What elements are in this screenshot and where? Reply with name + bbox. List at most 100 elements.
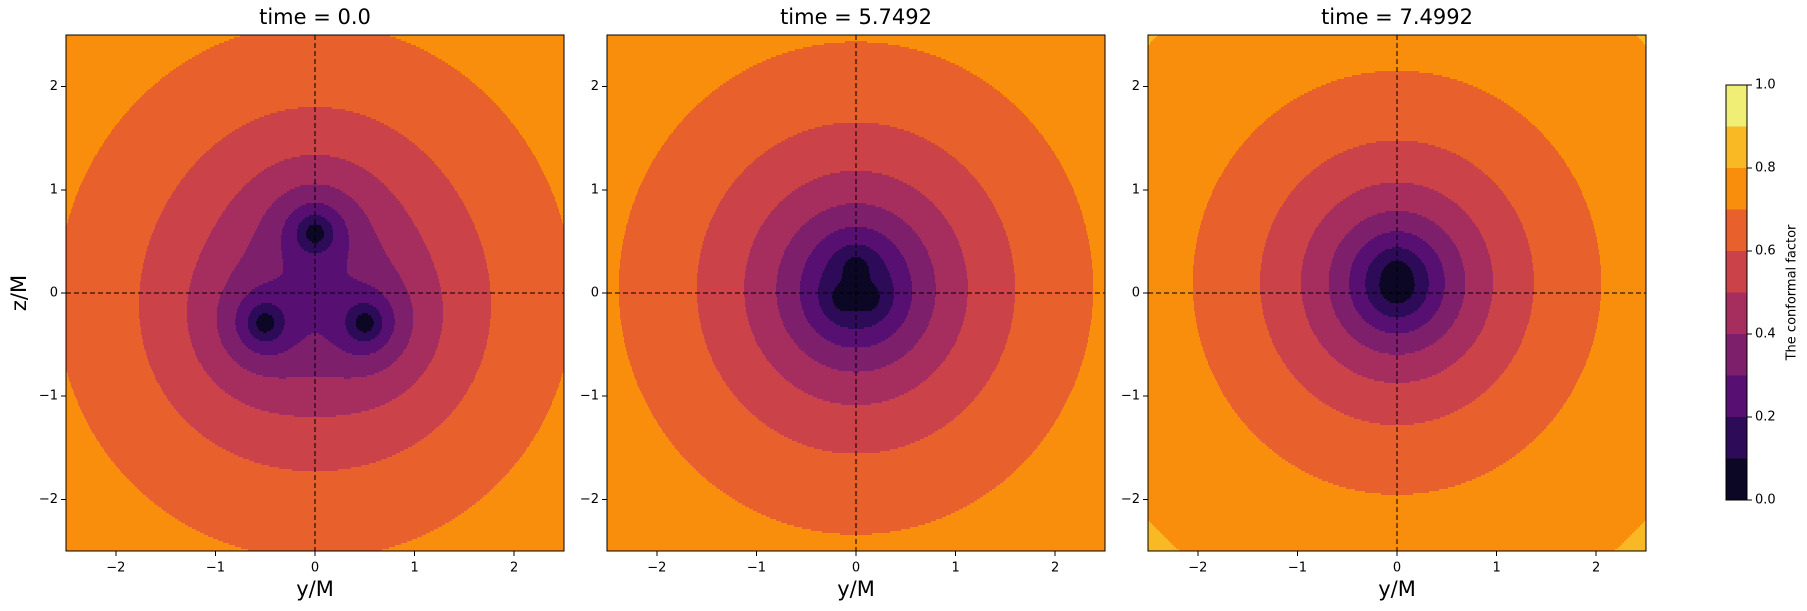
- contour-band: [66, 177, 84, 179]
- contour-band: [1523, 115, 1646, 117]
- contour-band: [1452, 239, 1484, 241]
- contour-band: [1000, 91, 1105, 93]
- contour-band: [909, 309, 933, 311]
- contour-band: [700, 473, 1012, 475]
- contour-band: [1066, 401, 1105, 403]
- contour-band: [1368, 297, 1384, 299]
- contour-band: [784, 377, 928, 379]
- contour-band: [479, 235, 564, 237]
- contour-band: [935, 431, 1049, 433]
- contour-band: [924, 437, 1044, 439]
- contour-band: [348, 255, 387, 257]
- contour-band: [380, 313, 394, 315]
- contour-band: [1465, 287, 1493, 289]
- contour-band: [66, 529, 196, 531]
- contour-band: [882, 207, 937, 209]
- contour-band: [1148, 407, 1232, 409]
- contour-band: [995, 369, 1080, 371]
- contour-band: [607, 353, 627, 355]
- contour-band: [1482, 235, 1526, 237]
- contour-band: [904, 355, 947, 357]
- contour-band: [1148, 133, 1251, 135]
- contour-band: [1585, 199, 1646, 201]
- contour-band: [896, 245, 925, 247]
- contour-band: [1148, 337, 1200, 339]
- contour-band: [1421, 349, 1468, 351]
- contour-band: [382, 293, 409, 295]
- contour-band: [731, 185, 801, 187]
- contour-band: [78, 401, 170, 403]
- contour-band: [1450, 327, 1483, 329]
- contour-band: [279, 161, 351, 163]
- contour-band: [1011, 249, 1090, 251]
- contour-band: [1194, 309, 1263, 311]
- contour-band: [413, 307, 443, 309]
- contour-band: [910, 443, 1040, 445]
- contour-band: [410, 337, 440, 339]
- contour-band: [607, 121, 681, 123]
- contour-band: [784, 253, 811, 255]
- contour-band: [800, 285, 819, 287]
- contour-band: [619, 305, 698, 307]
- contour-band: [1271, 337, 1317, 339]
- contour-band: [1009, 241, 1089, 243]
- contour-band: [252, 309, 281, 311]
- contour-band: [1086, 227, 1105, 229]
- contour-band: [1504, 193, 1582, 195]
- contour-band: [619, 287, 697, 289]
- contour-band: [289, 215, 309, 217]
- contour-band: [684, 457, 1028, 459]
- contour-band: [1269, 333, 1314, 335]
- contour-band: [92, 431, 198, 433]
- contour-band: [539, 429, 564, 431]
- contour-band: [188, 329, 218, 331]
- contour-band: [968, 291, 1015, 293]
- contour-band: [1148, 189, 1213, 191]
- contour-band: [265, 213, 291, 215]
- contour-band: [1218, 179, 1302, 181]
- contour-band: [480, 365, 564, 367]
- contour-band: [144, 347, 193, 349]
- contour-band: [66, 219, 68, 221]
- contour-band: [1148, 81, 1331, 83]
- contour-band: [1013, 313, 1092, 315]
- contour-band: [1061, 411, 1105, 413]
- contour-band: [893, 299, 912, 301]
- contour-band: [1465, 273, 1493, 275]
- contour-band: [1266, 323, 1309, 325]
- contour-band: [236, 313, 250, 315]
- contour-band: [947, 219, 1001, 221]
- contour-band: [443, 313, 491, 315]
- contour-band: [235, 323, 248, 325]
- contour-band: [889, 175, 973, 177]
- contour-band: [377, 235, 421, 237]
- contour-band: [988, 195, 1076, 197]
- contour-band: [66, 221, 68, 223]
- contour-band: [484, 251, 564, 253]
- contour-band: [1262, 305, 1304, 307]
- contour-band: [559, 383, 564, 385]
- contour-band: [744, 279, 777, 281]
- contour-band: [104, 141, 218, 143]
- contour-band: [1285, 363, 1341, 365]
- contour-band: [1465, 279, 1493, 281]
- contour-band: [66, 189, 79, 191]
- contour-band: [1148, 323, 1197, 325]
- contour-band: [414, 223, 474, 225]
- contour-band: [995, 487, 1105, 489]
- contour-band: [885, 263, 907, 265]
- contour-band: [1052, 149, 1105, 151]
- contour-band: [1528, 239, 1597, 241]
- contour-band: [1148, 401, 1228, 403]
- contour-band: [1334, 309, 1356, 311]
- contour-band: [1020, 109, 1105, 111]
- contour-band: [989, 379, 1076, 381]
- contour-band: [374, 323, 382, 325]
- contour-band: [1534, 293, 1601, 295]
- contour-band: [408, 343, 438, 345]
- contour-band: [548, 181, 564, 183]
- contour-band: [778, 271, 803, 273]
- contour-band: [651, 411, 750, 413]
- contour-band: [457, 69, 564, 71]
- contour-band: [66, 345, 144, 347]
